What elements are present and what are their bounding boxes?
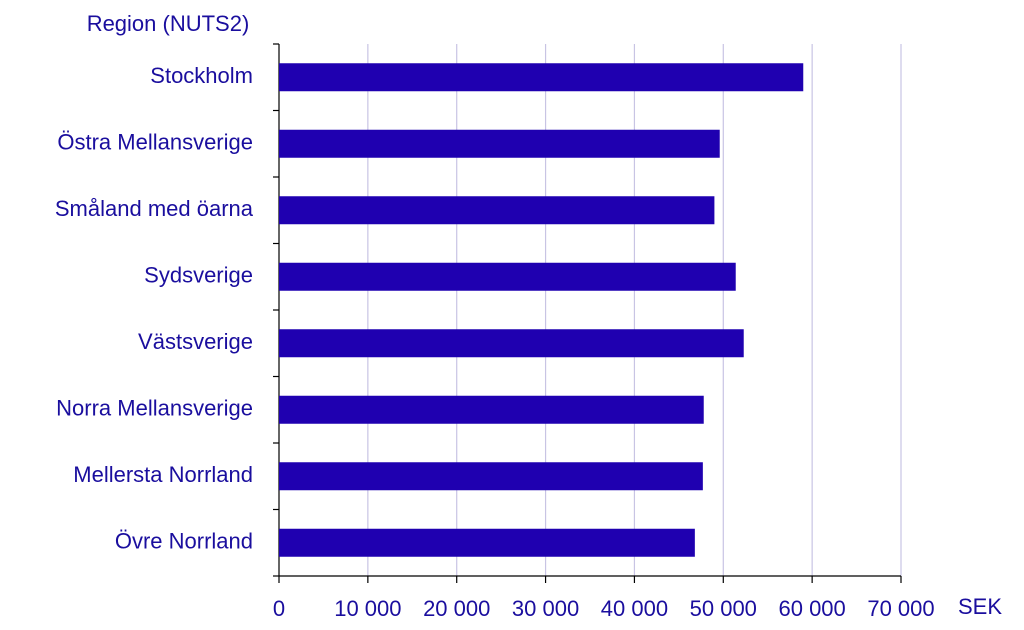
bar — [279, 462, 703, 491]
x-tick-label: 60 000 — [778, 596, 845, 621]
y-axis-title: Region (NUTS2) — [87, 11, 250, 36]
bar — [279, 528, 695, 557]
x-tick-label: 30 000 — [512, 596, 579, 621]
bar — [279, 262, 736, 291]
y-tick-label: Västsverige — [138, 329, 253, 354]
bar — [279, 63, 804, 92]
x-tick-label: 0 — [273, 596, 285, 621]
bar — [279, 129, 720, 158]
x-tick-label: 70 000 — [867, 596, 934, 621]
x-tick-label: 50 000 — [690, 596, 757, 621]
x-tick-label: 40 000 — [601, 596, 668, 621]
bar — [279, 329, 744, 358]
x-tick-label: 20 000 — [423, 596, 490, 621]
x-axis-title: SEK — [958, 594, 1002, 619]
bar — [279, 196, 715, 225]
x-tick-label: 10 000 — [334, 596, 401, 621]
y-tick-label: Sydsverige — [144, 263, 253, 288]
y-tick-label: Mellersta Norrland — [73, 462, 253, 487]
y-tick-label: Östra Mellansverige — [57, 130, 253, 155]
bar — [279, 395, 704, 424]
y-tick-label: Norra Mellansverige — [56, 396, 253, 421]
y-tick-label: Småland med öarna — [55, 196, 254, 221]
y-tick-label: Övre Norrland — [115, 529, 253, 554]
y-tick-label: Stockholm — [150, 63, 253, 88]
